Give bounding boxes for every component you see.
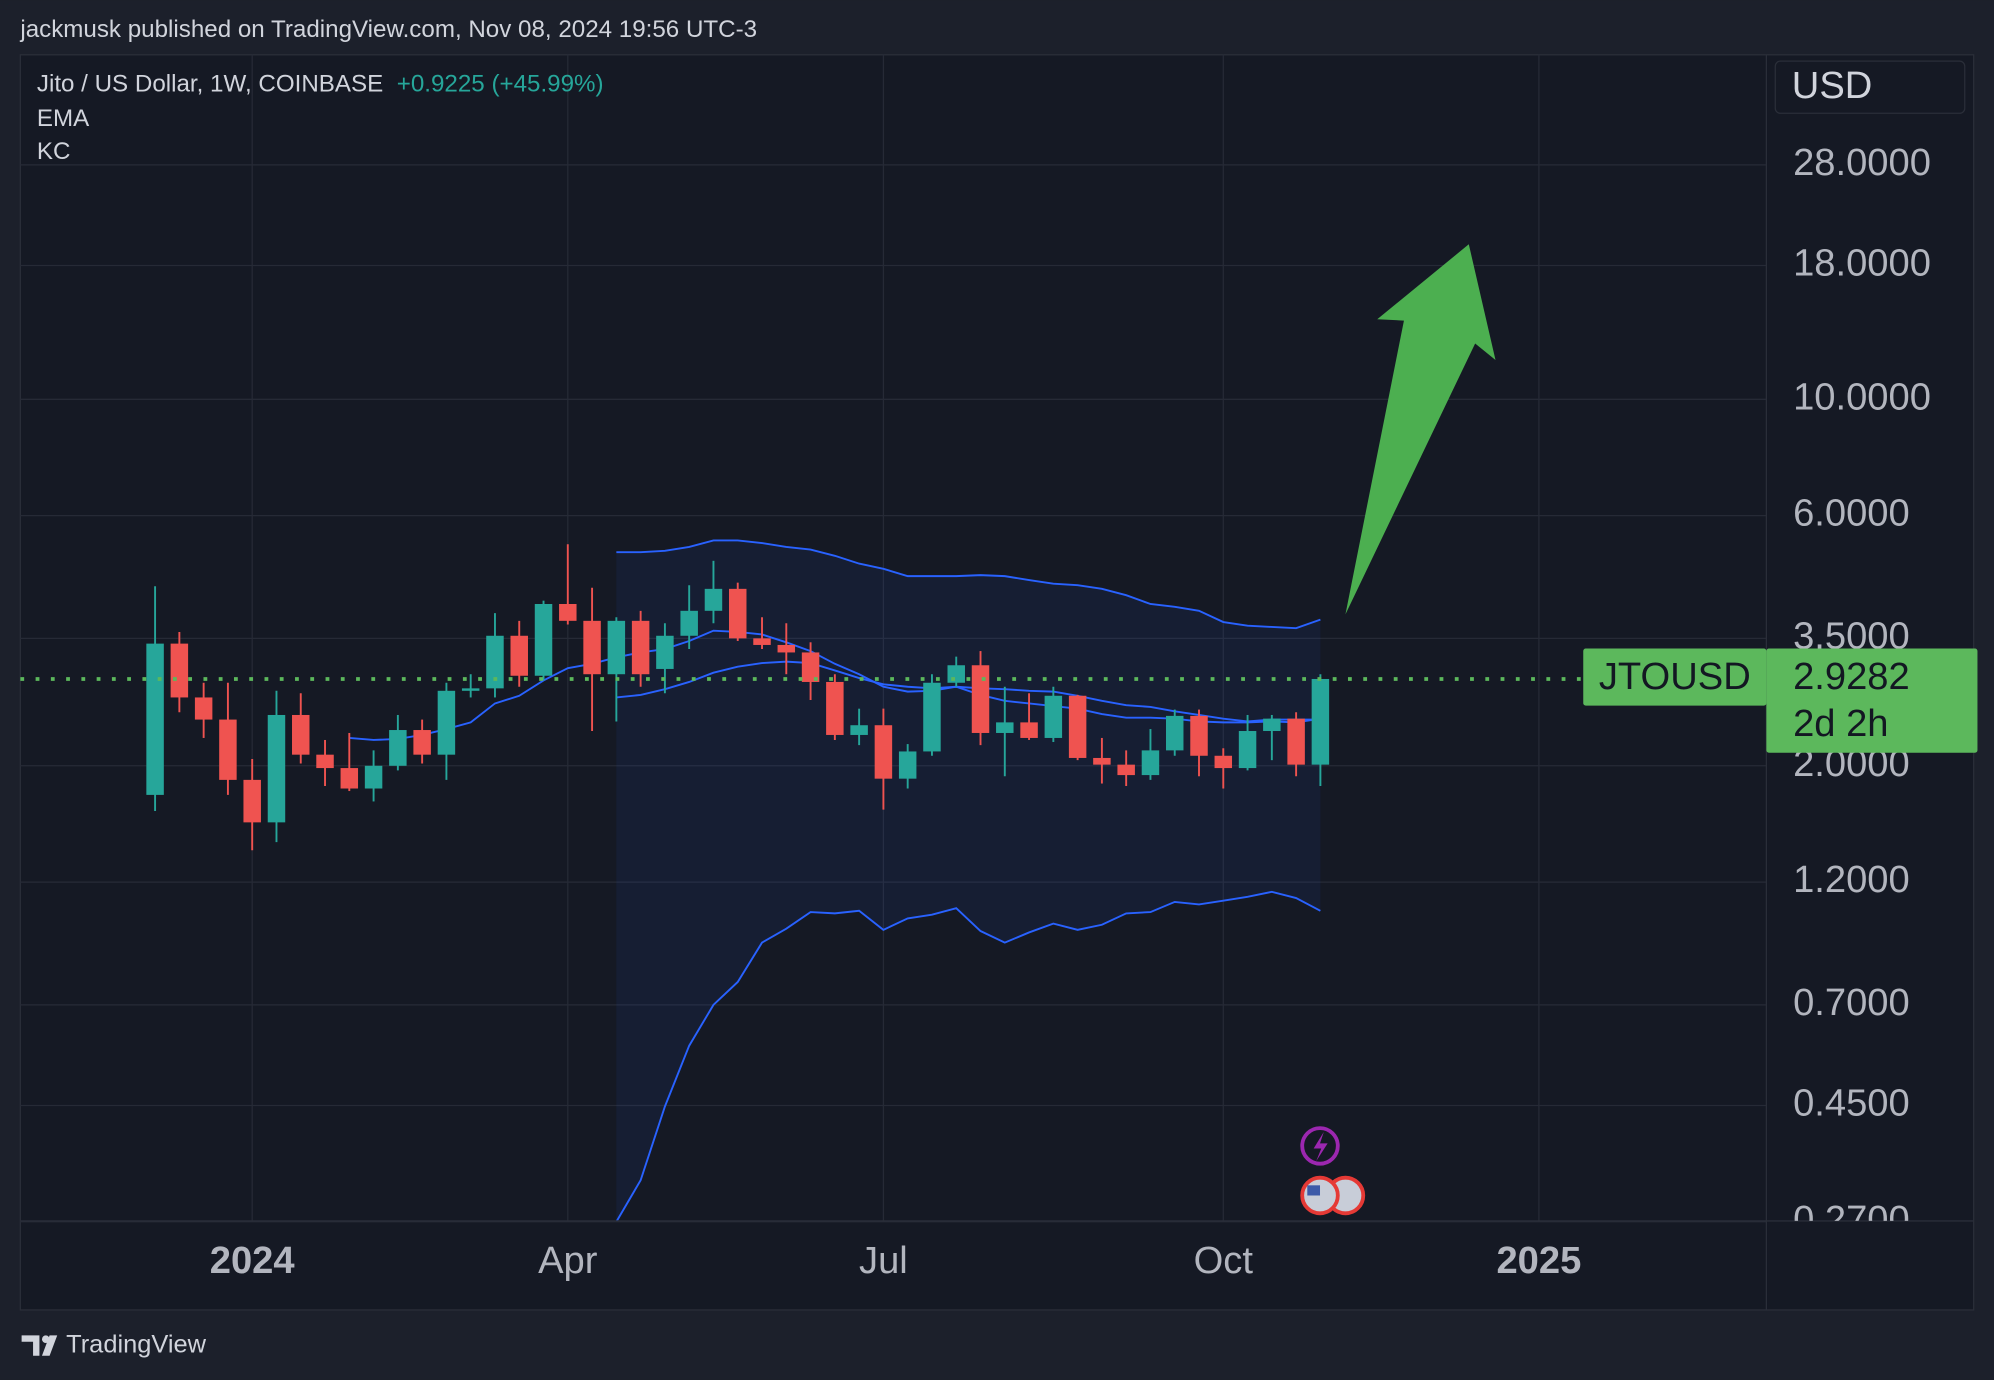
candle-body (364, 765, 383, 789)
candle-body (947, 665, 965, 683)
last-price-label: 2.9282 (1793, 655, 1910, 698)
candle-body (1214, 755, 1233, 769)
legend-indicator[interactable]: KC (37, 138, 71, 165)
candle-body (389, 730, 407, 766)
last-price-box (1766, 648, 1978, 753)
y-tick-label: 0.2700 (1793, 1198, 1910, 1241)
x-tick-label: Apr (538, 1239, 598, 1282)
candle-body (996, 722, 1014, 733)
indicator-line (615, 890, 1321, 1221)
candle-body (1020, 722, 1038, 738)
candle-body (316, 754, 334, 769)
y-tick-label: 18.0000 (1793, 242, 1931, 285)
y-tick-label: 0.7000 (1793, 981, 1910, 1024)
x-tick-label: Jul (859, 1239, 908, 1282)
candle-body (437, 690, 456, 755)
candle-body (170, 643, 189, 698)
x-tick-label: 2025 (1496, 1239, 1581, 1282)
y-tick-label: 10.0000 (1793, 375, 1931, 418)
y-tick-label: 1.2000 (1793, 858, 1910, 901)
x-tick-label: Oct (1194, 1239, 1254, 1282)
flag-canton (1307, 1185, 1321, 1196)
candle-body (486, 635, 504, 689)
candle-body (194, 697, 213, 720)
candle-body (510, 635, 528, 676)
candle-body (607, 620, 626, 675)
currency-button[interactable] (1774, 60, 1966, 114)
candle-body (461, 688, 480, 691)
candle-body (704, 588, 723, 611)
candle-body (1141, 750, 1160, 776)
tradingview-logo-dot (41, 1335, 50, 1344)
candle-body (413, 730, 431, 755)
candle-body (243, 779, 261, 823)
candle-body (1117, 764, 1135, 776)
candle-body (534, 603, 553, 676)
candle-body (1190, 715, 1208, 756)
legend-indicator[interactable]: EMA (37, 105, 90, 132)
candle-body (1238, 731, 1257, 769)
candle-body (1263, 718, 1281, 732)
candle-body (801, 652, 820, 682)
candle-body (292, 714, 310, 755)
y-tick-label: 28.0000 (1793, 141, 1931, 184)
currency-label: USD (1792, 64, 1873, 107)
candle-body (777, 644, 796, 653)
x-tick-label: 2024 (210, 1239, 295, 1282)
candle-body (898, 751, 917, 779)
bar-countdown: 2d 2h (1793, 702, 1888, 745)
publisher-header: jackmusk published on TradingView.com, N… (19, 16, 757, 43)
candle-body (826, 681, 844, 735)
annotation-arrow (1345, 244, 1496, 615)
footer-brand: TradingView (66, 1330, 207, 1358)
candle-body (219, 719, 237, 780)
legend-title: Jito / US Dollar, 1W, COINBASE (37, 71, 383, 98)
candle-body (340, 768, 359, 789)
candle-body (680, 610, 698, 636)
candle-body (631, 620, 650, 675)
channel-fill (616, 540, 1321, 1221)
candle-body (1311, 678, 1330, 765)
candle-body (1093, 757, 1111, 765)
candles (146, 544, 1330, 851)
y-tick-label: 6.0000 (1793, 492, 1910, 535)
candle-body (656, 635, 674, 669)
candle-body (850, 725, 868, 735)
y-tick-label: 0.4500 (1793, 1082, 1910, 1125)
candle-body (1287, 718, 1305, 765)
grid (20, 54, 1767, 1223)
indicator-line (349, 629, 1321, 741)
symbol-box (1583, 648, 1767, 706)
candle-body (559, 603, 577, 621)
time-axis: 2024 Apr Jul Oct 2025 (210, 1239, 1582, 1282)
event-icon-bolt (1313, 1131, 1328, 1162)
candle-body (874, 725, 893, 779)
candle-body (923, 682, 941, 752)
candle-body (583, 620, 601, 675)
symbol-label: JTOUSD (1599, 655, 1751, 698)
candle-body (971, 665, 990, 733)
candle-body (1044, 695, 1063, 738)
candle-body (146, 643, 164, 795)
legend-change: +0.9225 (+45.99%) (397, 71, 604, 98)
indicator-line (616, 660, 1321, 723)
candle-body (753, 638, 771, 645)
candle-body (1068, 695, 1087, 758)
candle-body (1165, 715, 1184, 751)
candle-body (729, 588, 747, 639)
indicator-line (616, 539, 1321, 630)
indicators (349, 539, 1321, 1221)
candle-body (267, 714, 286, 823)
